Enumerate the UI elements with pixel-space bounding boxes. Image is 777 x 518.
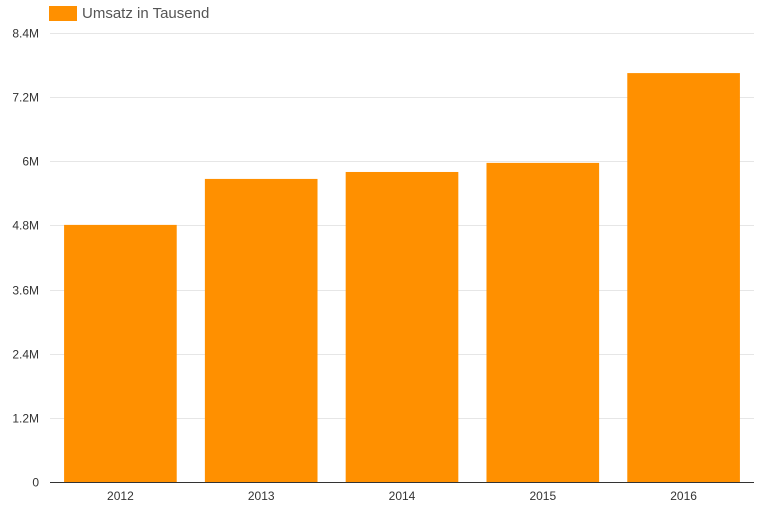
bar — [64, 224, 177, 482]
y-tick-label: 4.8M — [12, 219, 39, 233]
y-tick-label: 6M — [22, 155, 39, 169]
y-tick-label: 1.2M — [12, 412, 39, 426]
x-tick-label: 2012 — [107, 489, 134, 503]
y-tick-label: 8.4M — [12, 27, 39, 41]
x-tick-label: 2014 — [389, 489, 416, 503]
y-tick-label: 3.6M — [12, 284, 39, 298]
y-tick-label: 0 — [32, 476, 39, 490]
legend-label: Umsatz in Tausend — [82, 4, 210, 22]
legend-swatch — [49, 5, 77, 21]
x-tick-label: 2013 — [248, 489, 275, 503]
bar — [627, 73, 740, 482]
bar — [486, 162, 600, 482]
x-tick-label: 2016 — [670, 489, 697, 503]
x-tick-label: 2015 — [529, 489, 556, 503]
axes: 0 1.2M 2.4M 3.6M 4.8M 6M 7.2M 8.4M 2012 2013 2014 2… — [12, 27, 754, 503]
bar — [345, 171, 459, 482]
bars — [64, 73, 740, 483]
legend[interactable]: Umsatz in Tausend — [49, 4, 209, 22]
y-tick-label: 7.2M — [12, 91, 39, 105]
y-tick-label: 2.4M — [12, 348, 39, 362]
bar — [204, 178, 318, 483]
